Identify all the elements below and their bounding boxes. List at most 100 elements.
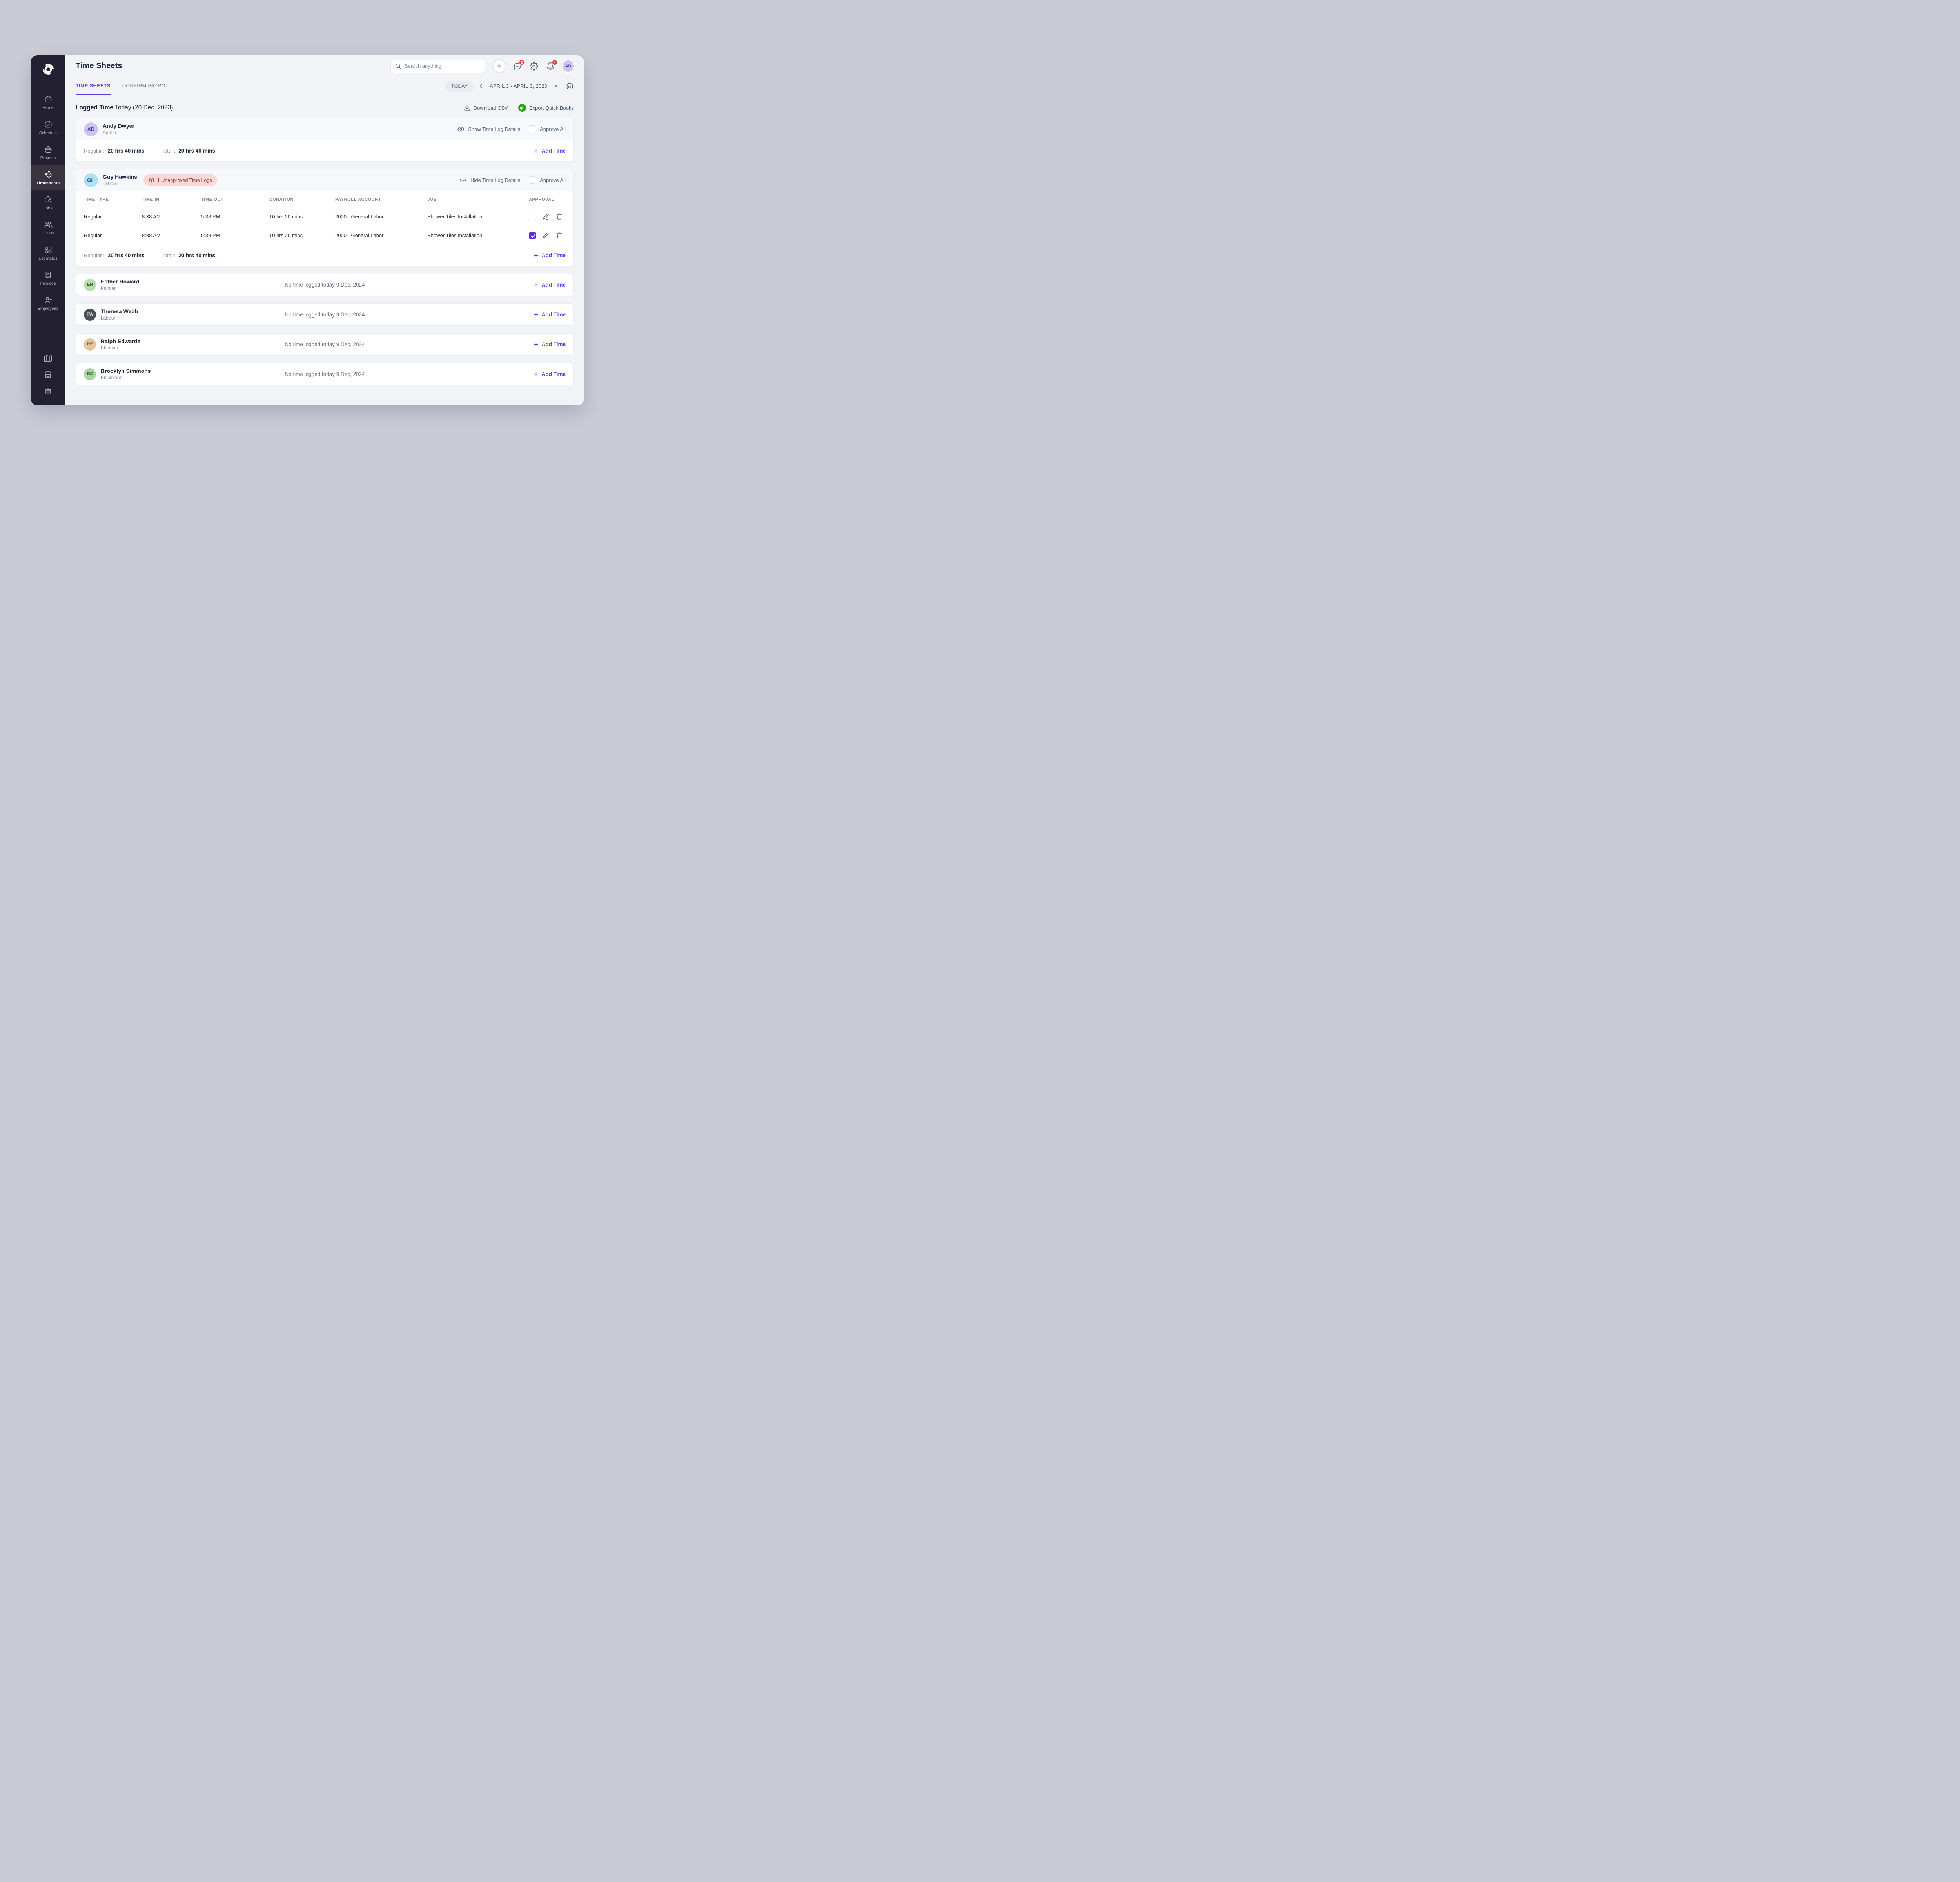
col-time-in: TIME IN	[142, 191, 201, 207]
employee-info: TW Theresa Webb Labour	[84, 308, 138, 321]
employee-role: Plumber	[101, 345, 118, 351]
employee-info: AD Andy Dwyer Admin	[84, 122, 134, 136]
delete-icon[interactable]	[555, 213, 563, 220]
sidebar-item-timesheets[interactable]: Timesheets	[31, 165, 65, 190]
approve-all-checkbox[interactable]	[529, 125, 537, 133]
section-header: Logged Time Today (20 Dec, 2023) Downloa…	[76, 104, 574, 112]
export-quickbooks-button[interactable]: qb Export Quick Books	[518, 104, 574, 112]
edit-icon[interactable]	[542, 213, 550, 220]
map-icon[interactable]	[44, 354, 53, 363]
tab-time-sheets[interactable]: TIME SHEETS	[76, 77, 111, 95]
analytics-icon[interactable]	[44, 386, 53, 395]
approve-all-checkbox[interactable]	[529, 176, 537, 184]
employee-role: Painter	[101, 285, 116, 291]
app-window: Home Schedule Projects Timesheets Jobs C…	[31, 55, 584, 405]
card-header: AD Andy Dwyer Admin Show Time Log Detail…	[76, 118, 573, 140]
add-time-button[interactable]: Add Time	[533, 342, 566, 347]
download-csv-button[interactable]: Download CSV	[464, 105, 508, 111]
sidebar-item-invoices[interactable]: Invoices	[31, 265, 65, 291]
stopwatch-icon	[44, 170, 53, 179]
receipt-icon	[44, 271, 53, 279]
download-icon	[464, 105, 470, 111]
employee-info: BS Brooklyn Simmons Electrician	[84, 367, 151, 381]
eye-off-icon	[459, 176, 467, 184]
app-logo[interactable]	[40, 55, 56, 80]
tabs: TIME SHEETS CONFIRM PAYROLL	[76, 77, 171, 95]
sidebar-item-label: Clients	[41, 231, 55, 236]
plus-icon	[533, 342, 539, 347]
calendar-picker-button[interactable]	[566, 82, 574, 90]
main-panel: Time Sheets 2 4	[65, 55, 584, 405]
cell-job: Shower Tiles Installation	[427, 207, 529, 226]
swirl-logo-icon	[40, 62, 56, 77]
employee-role: Admin	[103, 130, 116, 136]
settings-button[interactable]	[530, 62, 538, 71]
sidebar-item-label: Jobs	[44, 205, 53, 211]
employee-info: RE Ralph Edwards Plumber	[84, 338, 140, 351]
delete-icon[interactable]	[555, 232, 563, 239]
sidebar-item-projects[interactable]: Projects	[31, 140, 65, 165]
cell-time-type: Regular	[76, 226, 142, 245]
sidebar-nav: Home Schedule Projects Timesheets Jobs C…	[31, 90, 65, 316]
next-date-button[interactable]	[553, 83, 559, 89]
notifications-badge: 4	[552, 59, 558, 65]
no-time-logged-message: No time logged today 9 Dec, 2024	[285, 312, 365, 318]
col-job: JOB	[427, 191, 529, 207]
add-time-button[interactable]: Add Time	[533, 148, 566, 154]
tabs-bar: TIME SHEETS CONFIRM PAYROLL TODAY APRIL …	[65, 77, 584, 95]
messages-button[interactable]: 2	[513, 59, 525, 71]
home-icon	[44, 95, 53, 104]
add-time-button[interactable]: Add Time	[533, 253, 566, 258]
employee-info: GH Guy Hawkins Labour	[84, 173, 137, 187]
store-icon[interactable]	[44, 370, 53, 379]
prev-date-button[interactable]	[478, 83, 484, 89]
sidebar-item-estimates[interactable]: Estimates	[31, 240, 65, 265]
show-time-log-details-button[interactable]: Show Time Log Details	[457, 125, 520, 133]
notifications-button[interactable]: 4	[546, 59, 558, 71]
edit-icon[interactable]	[542, 232, 550, 239]
employee-name: Theresa Webb	[101, 308, 138, 315]
approve-checkbox[interactable]	[529, 232, 536, 239]
add-time-button[interactable]: Add Time	[533, 282, 566, 288]
avatar: GH	[84, 173, 98, 187]
user-avatar[interactable]: AD	[563, 60, 574, 72]
card-header-actions: Hide Time Log Details Approve All	[459, 176, 566, 184]
sidebar-item-schedule[interactable]: Schedule	[31, 115, 65, 140]
overall-total: Total : 20 hrs 40 mins	[162, 148, 216, 154]
topbar-actions: 2 4 AD	[390, 59, 574, 73]
create-new-button[interactable]	[493, 60, 505, 72]
cell-payroll-account: 2000 - General Labor	[335, 226, 427, 245]
col-time-out: TIME OUT	[201, 191, 269, 207]
approve-checkbox[interactable]	[529, 213, 536, 220]
sidebar-item-home[interactable]: Home	[31, 90, 65, 115]
no-time-logged-message: No time logged today 9 Dec, 2024	[285, 282, 365, 288]
avatar: RE	[84, 338, 96, 351]
col-time-type: TIME TYPE	[76, 191, 142, 207]
cell-payroll-account: 2000 - General Labor	[335, 207, 427, 226]
search-box[interactable]	[390, 59, 485, 73]
timesheet-card-andy: AD Andy Dwyer Admin Show Time Log Detail…	[76, 118, 574, 162]
timesheet-card-empty: BS Brooklyn Simmons Electrician No time …	[76, 363, 574, 385]
plus-icon	[533, 371, 539, 377]
bag-search-icon	[44, 195, 53, 204]
cell-time-out: 5:38 PM	[201, 207, 269, 226]
info-icon	[149, 177, 154, 183]
hide-time-log-details-button[interactable]: Hide Time Log Details	[459, 176, 520, 184]
sidebar-item-jobs[interactable]: Jobs	[31, 190, 65, 215]
timesheet-card-empty: EH Esther Howard Painter No time logged …	[76, 274, 574, 296]
table-row: Regular 8:38 AM 5:38 PM 10 hrs 20 mins 2…	[76, 207, 573, 226]
add-time-button[interactable]: Add Time	[533, 371, 566, 377]
grid-icon	[44, 245, 53, 254]
search-icon	[395, 63, 401, 69]
sidebar-bottom	[44, 354, 53, 405]
content: Logged Time Today (20 Dec, 2023) Downloa…	[65, 95, 584, 405]
time-log-table: TIME TYPE TIME IN TIME OUT DURATION PAYR…	[76, 191, 573, 245]
timesheet-card-empty: TW Theresa Webb Labour No time logged to…	[76, 303, 574, 326]
tab-confirm-payroll[interactable]: CONFIRM PAYROLL	[122, 83, 171, 89]
employee-role: Labour	[103, 181, 118, 187]
sidebar-item-clients[interactable]: Clients	[31, 215, 65, 240]
search-input[interactable]	[405, 63, 481, 69]
sidebar-item-employees[interactable]: Employees	[31, 291, 65, 316]
today-button[interactable]: TODAY	[446, 80, 473, 92]
add-time-button[interactable]: Add Time	[533, 312, 566, 318]
